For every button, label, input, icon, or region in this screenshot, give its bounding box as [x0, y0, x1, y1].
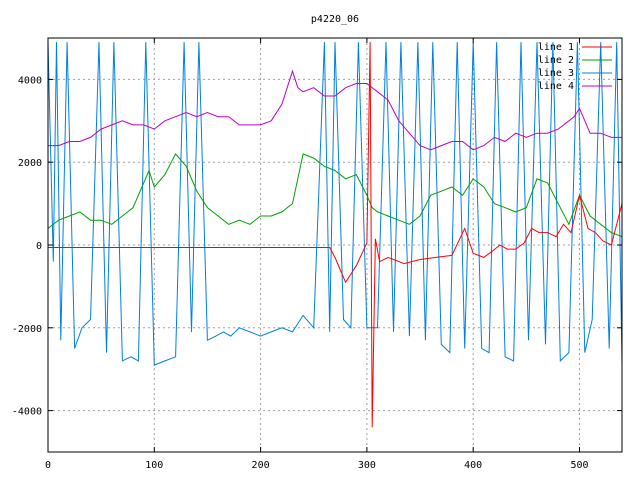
y-tick-label: -2000 [12, 324, 42, 335]
y-tick-label: -4000 [12, 407, 42, 418]
chart-title: p4220_06 [311, 14, 359, 25]
x-tick-label: 0 [45, 460, 51, 471]
x-tick-label: 200 [252, 460, 270, 471]
x-tick-label: 400 [464, 460, 482, 471]
series-lines [48, 42, 622, 428]
series-line-1-line [48, 42, 622, 428]
series-line-2-line [48, 153, 622, 238]
legend: line 1 line 2 line 3 line 4 [538, 42, 612, 92]
y-tick-label: 0 [36, 241, 42, 252]
x-tick-label: 100 [145, 460, 163, 471]
grid [48, 38, 622, 452]
x-tick-label: 300 [358, 460, 376, 471]
series-line-3-line [48, 42, 622, 366]
legend-label: line 4 [538, 81, 574, 92]
legend-label: line 2 [538, 55, 574, 66]
x-tick-label: 500 [570, 460, 588, 471]
legend-label: line 1 [538, 42, 574, 53]
y-tick-label: 2000 [18, 158, 42, 169]
legend-label: line 3 [538, 68, 574, 79]
series-line-4-line [48, 69, 622, 151]
axis-ticks: 0 100 200 300 400 500 -4000 -2000 0 2000 4000 [12, 38, 622, 471]
y-tick-label: 4000 [18, 75, 42, 86]
